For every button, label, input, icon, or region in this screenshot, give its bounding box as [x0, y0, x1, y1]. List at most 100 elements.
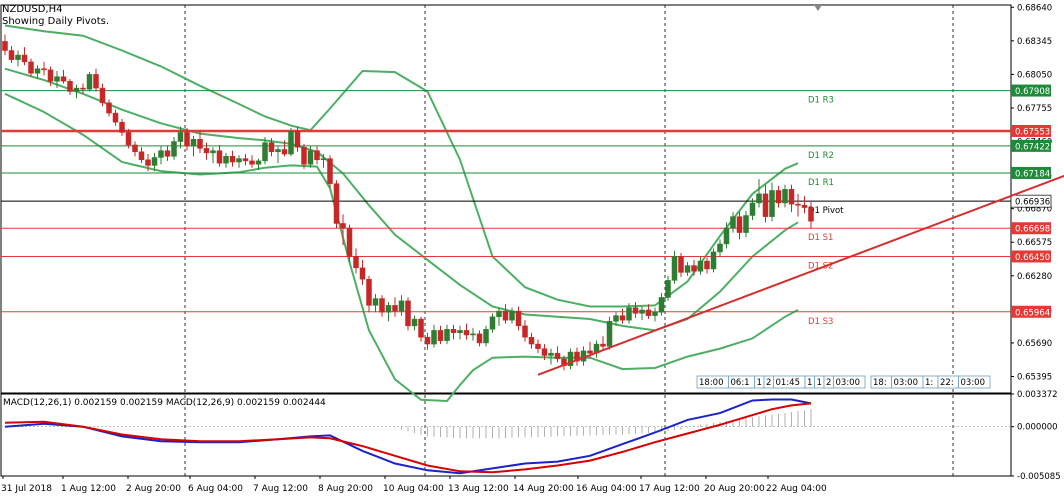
candle-body: [379, 298, 385, 313]
candle-body: [450, 329, 457, 333]
candle-body: [281, 149, 288, 155]
macd-title: MACD(12,26,1) 0.002159 0.002159 MACD(12,…: [3, 398, 326, 408]
candle-body: [756, 193, 762, 204]
price-level-tag-text: 0.67184: [1015, 169, 1050, 179]
candle-body: [587, 350, 593, 354]
y-tick-label: 0.65395: [1017, 373, 1052, 383]
candle-body: [314, 150, 320, 160]
candle-body: [424, 336, 431, 345]
candle-body: [463, 330, 470, 336]
candle-body: [652, 311, 658, 316]
time-markers: 18:00 06:1 1 2 01:45 1 1 2 03:00 18: 03:00 1: 22: 03:…: [696, 375, 991, 389]
candle-body: [723, 227, 730, 245]
candle-body: [197, 139, 203, 149]
price-level-tag-text: 0.67908: [1015, 87, 1050, 97]
candle-body: [119, 121, 125, 133]
candle-body: [398, 300, 405, 312]
candle-body: [359, 267, 366, 280]
candle-body: [730, 216, 736, 229]
price-level-tag: [1011, 305, 1051, 318]
candle-body: [710, 251, 717, 270]
candle-body: [21, 54, 28, 63]
candle-body: [801, 205, 808, 208]
y-tick-label: 0.68345: [1017, 37, 1052, 47]
candle-body: [255, 160, 262, 165]
level-name-label: D1 S1: [808, 233, 833, 243]
candle-body: [275, 149, 281, 153]
candle-body: [392, 305, 398, 312]
candle-body: [431, 330, 437, 345]
candle-body: [509, 310, 515, 321]
candle-body: [743, 215, 749, 233]
candle-body: [470, 333, 476, 336]
candle-body: [249, 160, 255, 165]
candle-body: [606, 321, 613, 347]
level-name-label: D1 R3: [808, 96, 834, 106]
candle-body: [47, 69, 54, 82]
level-name-label: D1 S2: [808, 261, 833, 271]
candle-body: [106, 102, 112, 114]
candle-body: [645, 309, 652, 316]
y-tick-label: 0.66280: [1017, 272, 1052, 282]
candle-body: [112, 112, 119, 123]
candle-body: [171, 141, 177, 157]
candle-body: [444, 329, 450, 341]
candle-body: [203, 148, 210, 154]
candle-body: [8, 50, 15, 60]
candle-body: [437, 330, 444, 341]
candle-body: [457, 330, 463, 333]
candle-body: [522, 325, 528, 338]
candle-body: [67, 80, 73, 92]
candle-body: [749, 202, 756, 216]
candle-body: [177, 132, 184, 142]
time-marker-text: 1:: [925, 378, 933, 388]
time-marker-box: [833, 375, 866, 389]
candle-body: [489, 316, 496, 330]
candle-body: [34, 68, 41, 74]
price-level-tag: [1011, 222, 1051, 235]
candle-body: [294, 131, 301, 148]
candle-body: [671, 256, 678, 281]
candle-body: [736, 216, 743, 233]
time-marker-box: [958, 375, 991, 389]
candle-body: [704, 260, 710, 270]
price-level-tag: [1011, 166, 1051, 179]
chart-symbol-label: NZDUSD,H4: [2, 4, 63, 15]
candle-body: [223, 156, 229, 164]
y-tick-label: 0.66575: [1017, 238, 1052, 248]
x-tick-label: 7 Aug 12:00: [253, 484, 308, 494]
candle-body: [216, 150, 223, 164]
candle-body: [808, 207, 814, 222]
candle-body: [769, 190, 775, 217]
candle-body: [684, 265, 691, 273]
scroll-marker-icon: [814, 5, 822, 11]
candle-body: [2, 41, 8, 51]
candle-body: [535, 343, 541, 349]
candle-body: [782, 189, 788, 204]
pivot-indicator-note: Showing Daily Pivots.: [2, 16, 110, 27]
candle-body: [678, 256, 684, 273]
candle-body: [60, 76, 67, 82]
x-tick-label: 17 Aug 12:00: [639, 484, 700, 494]
macd-line: [4, 398, 812, 475]
candle-body: [41, 68, 47, 71]
macd-y-tick-label: 0.000000: [1017, 423, 1058, 433]
time-marker-text: 03:00: [961, 378, 986, 388]
candle-body: [554, 352, 561, 360]
candle-body: [567, 351, 574, 366]
candle-body: [619, 315, 626, 321]
candle-body: [658, 297, 665, 313]
candle-body: [418, 318, 424, 338]
time-marker-text: 1: [757, 378, 762, 388]
y-tick-label: 0.65690: [1017, 339, 1052, 349]
candle-body: [600, 343, 606, 347]
price-level-tag-text: 0.67553: [1015, 127, 1050, 137]
x-tick-label: 31 Jul 2018: [1, 484, 52, 494]
candle-body: [138, 151, 145, 160]
candle-body: [366, 278, 372, 306]
x-tick-label: 10 Aug 04:00: [383, 484, 444, 494]
support-trendline: [537, 174, 1064, 376]
candle-body: [574, 351, 580, 362]
candle-body: [775, 190, 782, 204]
time-marker-text: 2: [826, 378, 831, 388]
